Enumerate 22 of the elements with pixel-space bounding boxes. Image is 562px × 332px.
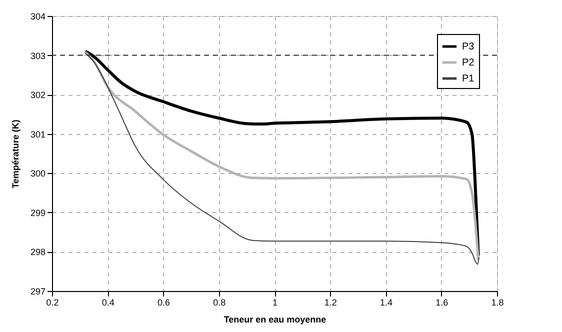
legend-label: P2 — [462, 58, 475, 68]
x-tick-label: 1 — [272, 298, 278, 308]
y-tick-label: 299 — [30, 208, 46, 218]
x-tick-label: 1.6 — [436, 298, 448, 308]
y-tick-label: 301 — [30, 129, 46, 140]
x-tick-label: 0.2 — [46, 298, 59, 308]
y-tick-label: 303 — [30, 50, 46, 61]
y-tick-label: 300 — [30, 168, 46, 179]
y-tick-label: 304 — [30, 12, 46, 22]
y-tick-label: 297 — [30, 286, 46, 296]
x-tick-label: 1.2 — [324, 298, 337, 308]
x-tick-label: 0.8 — [213, 298, 226, 308]
x-tick-label: 0.4 — [102, 298, 114, 308]
x-axis-title: Teneur en eau moyenne — [224, 314, 326, 324]
x-tick-label: 0.6 — [157, 298, 170, 308]
legend-label: P1 — [462, 74, 475, 84]
legend-label: P3 — [462, 42, 475, 52]
y-tick-label: 298 — [30, 247, 46, 258]
y-axis-title: Température (K) — [10, 120, 20, 188]
x-tick-label: 1.8 — [491, 298, 504, 308]
x-tick-label: 1.4 — [380, 298, 393, 308]
y-tick-label: 302 — [30, 90, 46, 100]
